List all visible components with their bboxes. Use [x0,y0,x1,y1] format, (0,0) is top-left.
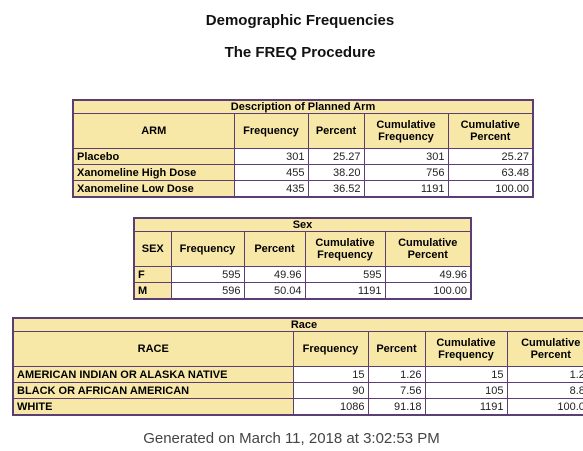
row-header: F [133,266,172,283]
cell: 756 [363,164,449,181]
frequency-table: Race RACE Frequency Percent Cumulative Frequ… [12,317,583,416]
cell: 25.27 [447,148,534,165]
cell: 38.20 [307,164,365,181]
cell: 63.48 [447,164,534,181]
header-row: ARM Frequency Percent Cumulative Frequency C… [72,113,534,149]
column-header: Cumulative Frequency [363,113,449,149]
cell: 90 [292,382,369,399]
cell: 50.04 [243,282,306,300]
cell: 49.96 [243,266,306,283]
cell: 100.00 [506,398,583,416]
cell: 8.82 [506,382,583,399]
cell: 1.26 [506,366,583,383]
column-header: Percent [307,113,365,149]
column-header: Cumulative Percent [384,231,472,267]
data-row: Placebo 301 25.27 301 25.27 [72,148,534,165]
row-header: M [133,282,172,300]
column-header: Cumulative Frequency [304,231,386,267]
row-header: Xanomeline High Dose [72,164,235,181]
column-header: Frequency [292,331,369,367]
row-header: Placebo [72,148,235,165]
data-row: Xanomeline High Dose 455 38.20 756 63.48 [72,164,534,181]
cell: 1086 [292,398,369,416]
table-caption: Description of Planned Arm [72,99,534,114]
cell: 15 [292,366,369,383]
cell: 1.26 [367,366,426,383]
cell: 36.52 [307,180,365,198]
table-caption: Sex [133,217,472,232]
column-header: RACE [12,331,294,367]
table-body: Description of Planned Arm ARM Frequency Pe… [72,99,534,198]
cell: 455 [233,164,309,181]
row-header: WHITE [12,398,294,416]
cell: 596 [170,282,245,300]
table-caption: Race [12,317,583,332]
column-header: SEX [133,231,172,267]
table-body: Race RACE Frequency Percent Cumulative Frequ… [12,317,583,416]
header-row: SEX Frequency Percent Cumulative Frequency C… [133,231,472,267]
cell: 49.96 [384,266,472,283]
cell: 7.56 [367,382,426,399]
column-header: Cumulative Frequency [424,331,508,367]
data-row: F 595 49.96 595 49.96 [133,266,472,283]
cell: 1191 [363,180,449,198]
cell: 100.00 [447,180,534,198]
cell: 105 [424,382,508,399]
cell: 595 [304,266,386,283]
cell: 15 [424,366,508,383]
column-header: Cumulative Percent [447,113,534,149]
cell: 301 [233,148,309,165]
row-header: Xanomeline Low Dose [72,180,235,198]
column-header: ARM [72,113,235,149]
column-header: Percent [243,231,306,267]
data-row: Xanomeline Low Dose 435 36.52 1191 100.00 [72,180,534,198]
cell: 100.00 [384,282,472,300]
footer: Generated on March 11, 2018 at 3:02:53 P… [143,430,440,447]
frequency-table: Description of Planned Arm ARM Frequency Pe… [72,99,535,198]
column-header: Frequency [170,231,245,267]
row-header: AMERICAN INDIAN OR ALASKA NATIVE [12,366,294,383]
column-header: Cumulative Percent [506,331,583,367]
cell: 301 [363,148,449,165]
table-body: Sex SEX Frequency Percent Cumulative Frequen… [133,217,472,300]
column-header: Frequency [233,113,309,149]
caption-row: Description of Planned Arm [72,99,534,114]
caption-row: Sex [133,217,472,232]
cell: 435 [233,180,309,198]
data-row: AMERICAN INDIAN OR ALASKA NATIVE 15 1.26 15… [12,366,583,383]
title: Demographic Frequencies [205,12,395,29]
cell: 595 [170,266,245,283]
caption-row: Race [12,317,583,332]
data-row: M 596 50.04 1191 100.00 [133,282,472,300]
column-header: Percent [367,331,426,367]
header-row: RACE Frequency Percent Cumulative Frequency… [12,331,583,367]
subtitle: The FREQ Procedure [224,44,376,61]
cell: 25.27 [307,148,365,165]
cell: 1191 [424,398,508,416]
frequency-table: Sex SEX Frequency Percent Cumulative Frequen… [133,217,472,300]
cell: 91.18 [367,398,426,416]
row-header: BLACK OR AFRICAN AMERICAN [12,382,294,399]
cell: 1191 [304,282,386,300]
